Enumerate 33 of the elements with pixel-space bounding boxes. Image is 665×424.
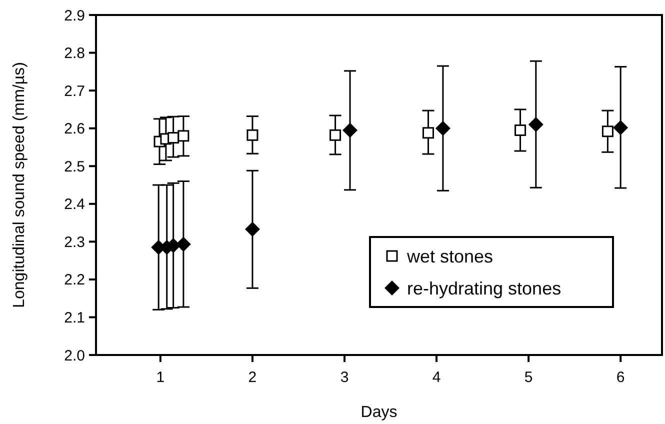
y-tick-label: 2.8	[64, 45, 85, 62]
x-tick-label: 4	[432, 369, 441, 386]
y-tick-label: 2.5	[64, 158, 85, 176]
point	[176, 236, 191, 252]
legend-label: wet stones	[406, 246, 494, 266]
y-tick-label: 2.7	[64, 82, 85, 100]
point	[602, 126, 614, 138]
x-tick-label: 3	[340, 369, 349, 386]
point	[330, 129, 342, 141]
y-tick-label: 2.4	[64, 196, 85, 214]
y-axis-title: Longitudinal sound speed (mm/µs)	[11, 62, 28, 308]
y-tick-label: 2.1	[64, 309, 85, 326]
x-tick-label: 5	[524, 369, 533, 386]
y-tick-label: 2.2	[64, 272, 85, 289]
x-axis-title: Days	[360, 404, 398, 421]
y-tick-label: 2.3	[64, 234, 85, 251]
y-tick-label: 2.6	[64, 120, 85, 138]
point	[613, 120, 628, 136]
point	[246, 129, 258, 141]
x-tick-label: 1	[156, 369, 165, 386]
point	[168, 132, 180, 144]
x-tick-label: 6	[616, 369, 625, 386]
point	[528, 117, 544, 132]
point	[178, 130, 190, 142]
y-tick-label: 2.0	[64, 347, 85, 364]
point	[514, 124, 526, 136]
point	[422, 127, 434, 139]
point	[342, 122, 358, 138]
point	[435, 120, 450, 136]
x-tick-label: 2	[248, 369, 257, 386]
legend-label: re-hydrating stones	[407, 278, 562, 298]
y-tick-label: 2.9	[64, 7, 85, 24]
point	[244, 222, 260, 237]
